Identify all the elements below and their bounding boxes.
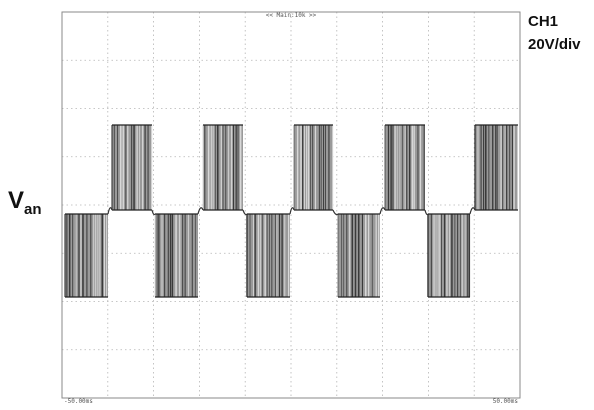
- waveform: [65, 125, 518, 297]
- top-label: << Main:10k >>: [266, 12, 317, 19]
- signal-label-main: V: [8, 187, 24, 214]
- oscilloscope-screen: << Main:10k >> CH1 20V/div Van -50.00ms …: [0, 0, 594, 410]
- time-start: -50.00ms: [64, 398, 93, 405]
- pulse-block: [294, 125, 333, 210]
- time-end: 50.00ms: [493, 398, 519, 405]
- channel-name: CH1: [528, 13, 558, 30]
- zero-hump: [333, 210, 338, 215]
- signal-label: Van: [8, 187, 42, 218]
- zero-hump: [425, 210, 428, 215]
- zero-hump: [108, 208, 112, 214]
- signal-label-subscript: an: [24, 201, 42, 218]
- page: {"top_label": "<< Main:10k >>", "channel…: [0, 0, 594, 410]
- channel-scale: 20V/div: [528, 36, 581, 53]
- zero-hump: [198, 208, 203, 214]
- zero-hump: [290, 208, 294, 214]
